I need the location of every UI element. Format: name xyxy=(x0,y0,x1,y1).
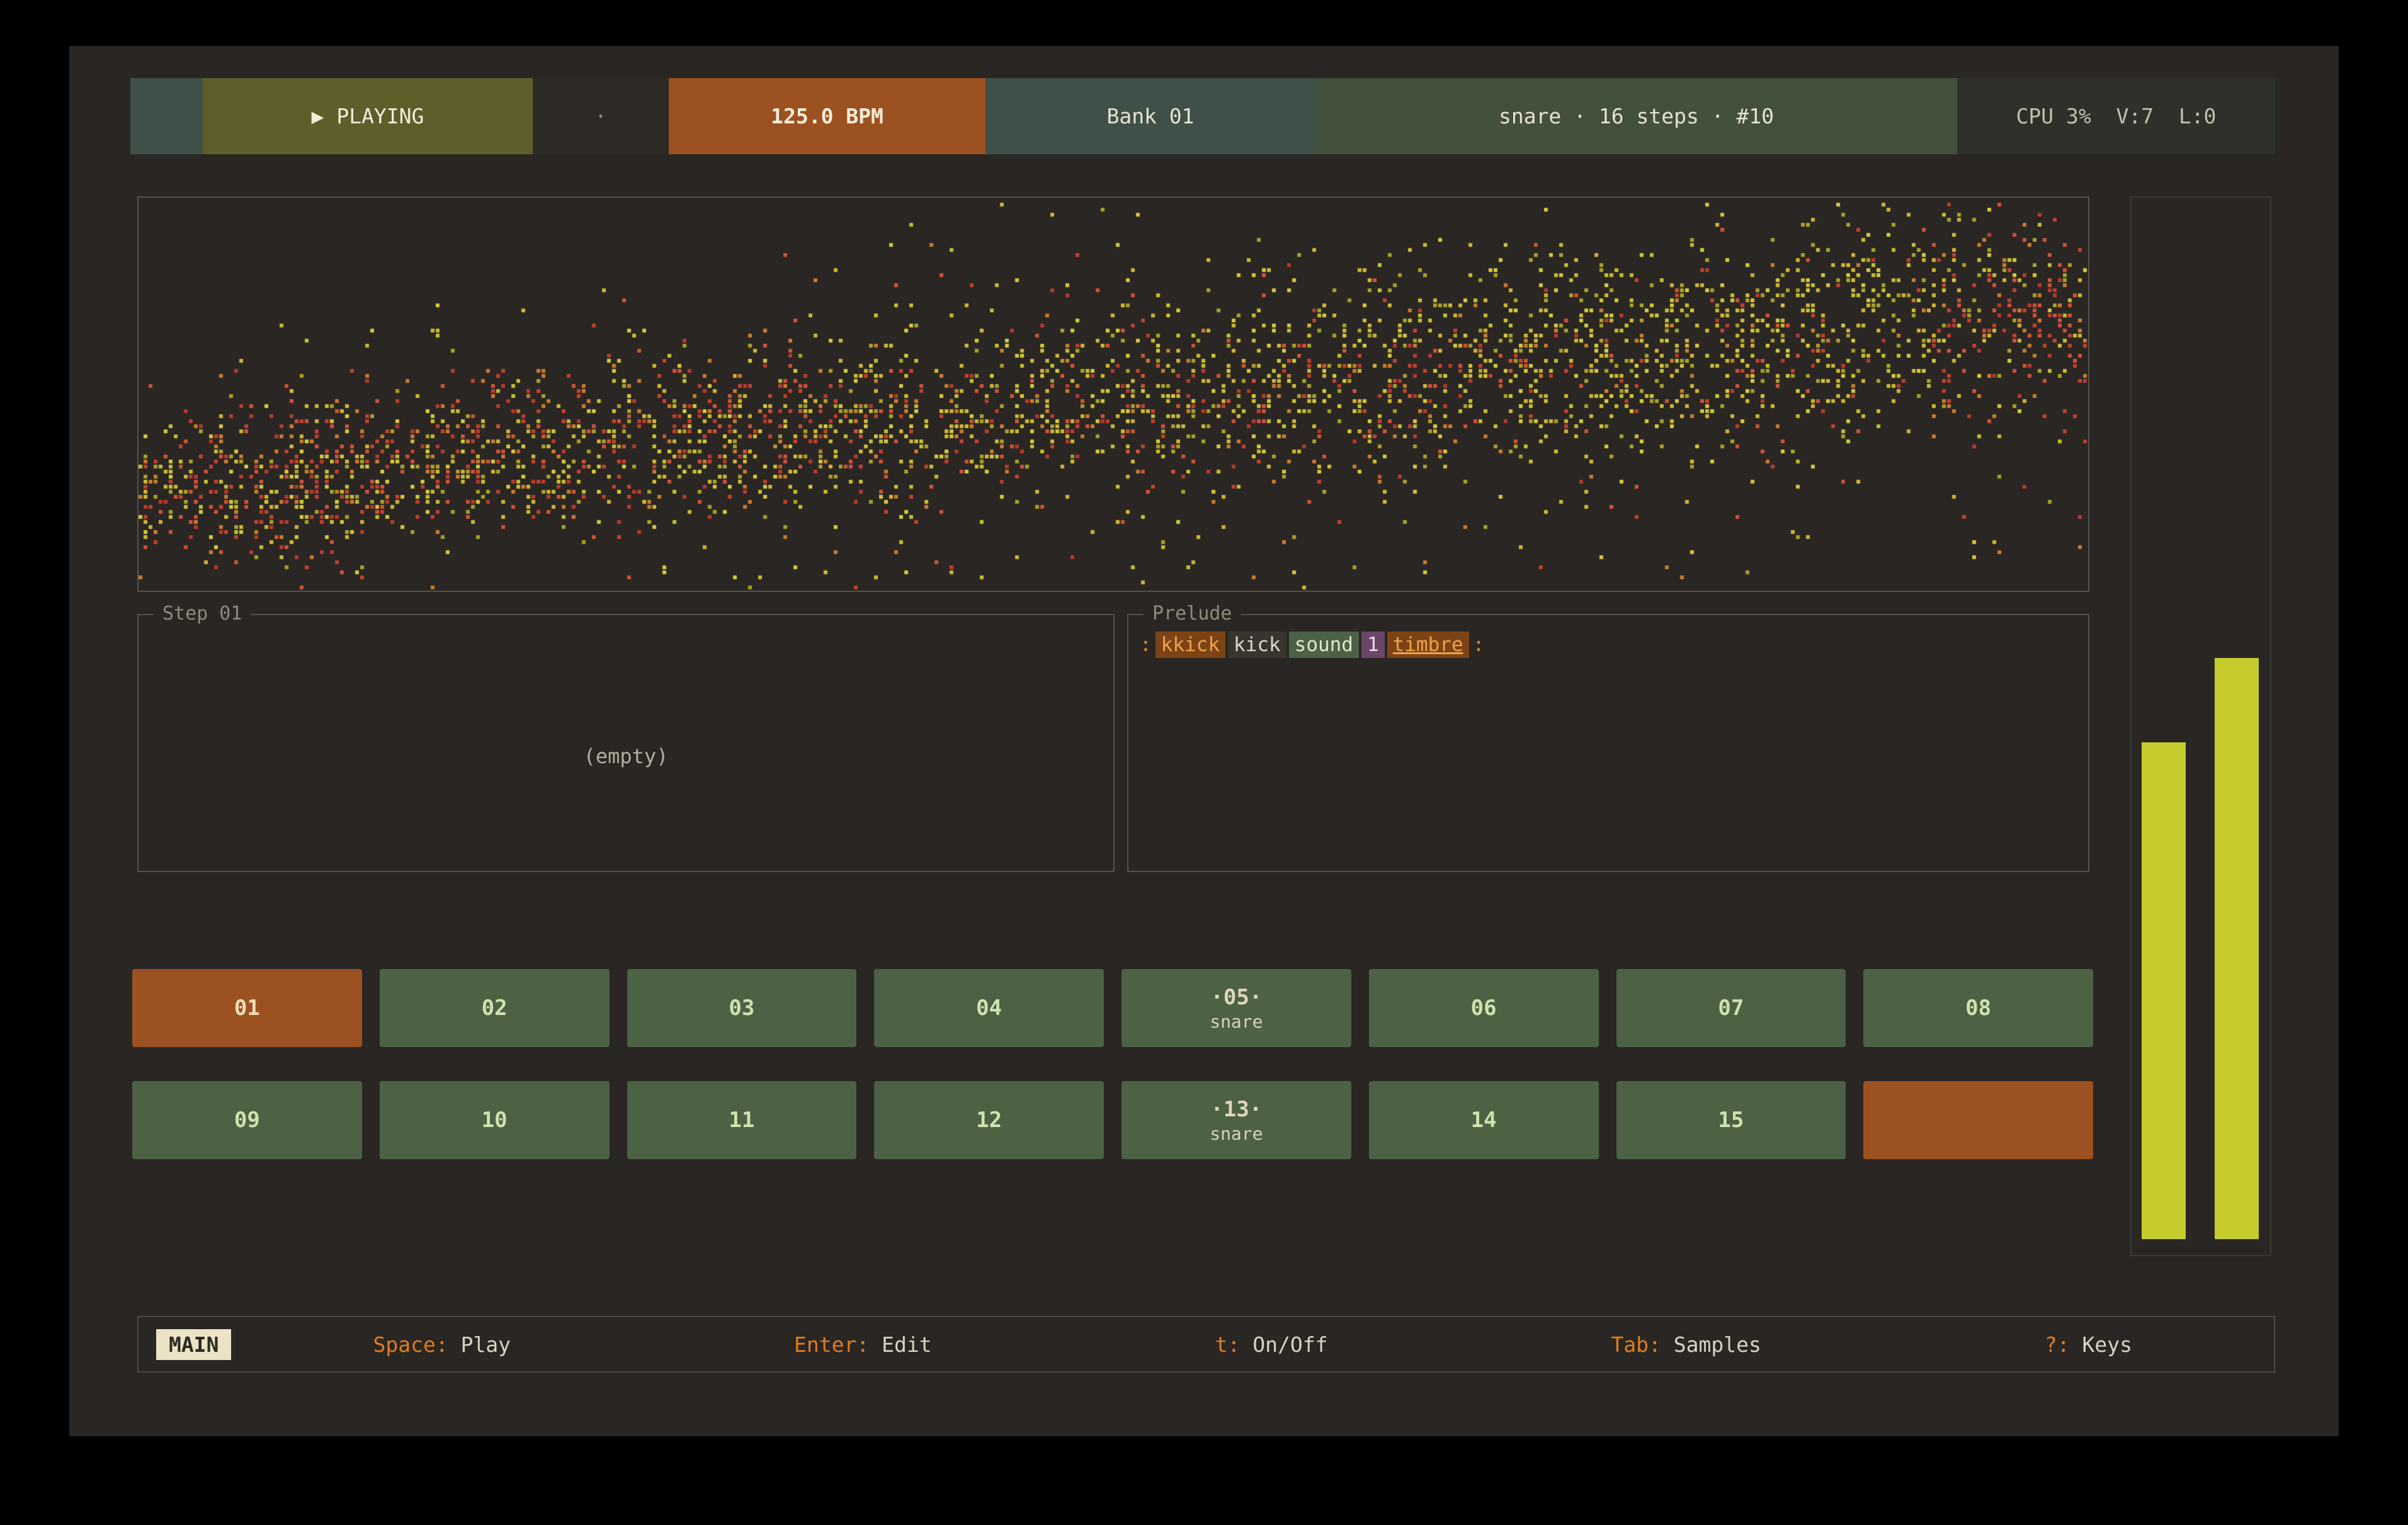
step-label: 07 xyxy=(1718,995,1744,1021)
step-button-04[interactable]: 04 xyxy=(874,969,1104,1047)
step-panel-title: Step 01 xyxy=(154,603,251,625)
system-stats: CPU 3% V:7 L:0 xyxy=(1957,78,2275,154)
step-label: ·13· xyxy=(1210,1097,1262,1122)
step-button-03[interactable]: 03 xyxy=(627,969,857,1047)
prelude-token: 1 xyxy=(1361,632,1385,658)
bpm-display[interactable]: 125.0 BPM xyxy=(669,78,985,154)
step-button-15[interactable]: 15 xyxy=(1616,1081,1846,1159)
prelude-token: kkick xyxy=(1156,632,1225,658)
pattern-info[interactable]: snare · 16 steps · #10 xyxy=(1315,78,1957,154)
step-button-08[interactable]: 08 xyxy=(1863,969,2093,1047)
waveform-panel xyxy=(137,196,2089,592)
mode-badge: MAIN xyxy=(156,1329,231,1360)
shortcut-hints: Space: Play Enter: Edit t: On/Off Tab: Samp… xyxy=(231,1332,2274,1357)
topbar-separator: · xyxy=(533,78,669,154)
step-label: 10 xyxy=(482,1108,508,1133)
step-label: 12 xyxy=(976,1108,1002,1133)
step-sample-name: snare xyxy=(1210,1011,1263,1032)
prelude-code-line[interactable]: :kkickkicksound1timbre: xyxy=(1139,632,1488,658)
step-sample-name: snare xyxy=(1210,1123,1263,1144)
prelude-token: : xyxy=(1139,632,1153,658)
step-label: 14 xyxy=(1471,1108,1497,1133)
transport-status[interactable]: ▶ PLAYING xyxy=(203,78,533,154)
step-button-06[interactable]: 06 xyxy=(1369,969,1599,1047)
step-label: 09 xyxy=(234,1108,260,1133)
step-button-09[interactable]: 09 xyxy=(132,1081,362,1159)
shortcut-hint: Enter: Edit xyxy=(794,1332,932,1357)
step-button-13[interactable]: ·13·snare xyxy=(1122,1081,1351,1159)
bank-display[interactable]: Bank 01 xyxy=(985,78,1315,154)
topbar-spacer xyxy=(130,78,203,154)
top-status-bar: ▶ PLAYING · 125.0 BPM Bank 01 snare · 16… xyxy=(130,78,2275,154)
step-button-07[interactable]: 07 xyxy=(1616,969,1846,1047)
prelude-token: kick xyxy=(1228,632,1286,658)
step-button-12[interactable]: 12 xyxy=(874,1081,1104,1159)
shortcut-hint: Space: Play xyxy=(373,1332,511,1357)
step-button-02[interactable]: 02 xyxy=(380,969,610,1047)
prelude-token: timbre xyxy=(1387,632,1469,658)
prelude-token: : xyxy=(1472,632,1486,658)
step-grid: 01020304·05·snare06070809101112·13·snare… xyxy=(132,969,2093,1159)
footer-bar: MAIN Space: Play Enter: Edit t: On/Off Tab:… xyxy=(137,1316,2275,1373)
app-window: ▶ PLAYING · 125.0 BPM Bank 01 snare · 16… xyxy=(69,46,2339,1436)
prelude-token: sound xyxy=(1289,632,1359,658)
step-label: 15 xyxy=(1718,1108,1744,1133)
step-button-10[interactable]: 10 xyxy=(380,1081,610,1159)
scatter-visualization xyxy=(139,198,2088,591)
step-button-16[interactable] xyxy=(1863,1081,2093,1159)
step-label: 06 xyxy=(1471,995,1497,1021)
shortcut-hint: ?: Keys xyxy=(2045,1332,2132,1357)
step-button-01[interactable]: 01 xyxy=(132,969,362,1047)
prelude-panel: Prelude :kkickkicksound1timbre: xyxy=(1127,614,2089,872)
step-label: 04 xyxy=(976,995,1002,1021)
step-button-05[interactable]: ·05·snare xyxy=(1122,969,1351,1047)
step-detail-panel: Step 01 (empty) xyxy=(137,614,1115,872)
prelude-panel-title: Prelude xyxy=(1144,603,1241,625)
step-label: 11 xyxy=(729,1108,754,1133)
step-label: 01 xyxy=(234,995,260,1021)
level-meter-left xyxy=(2142,742,2186,1239)
step-button-11[interactable]: 11 xyxy=(627,1081,857,1159)
level-meter-panel xyxy=(2130,196,2271,1256)
step-label: 08 xyxy=(1965,995,1991,1021)
step-label: 03 xyxy=(729,995,754,1021)
step-label: 02 xyxy=(482,995,508,1021)
step-label: ·05· xyxy=(1210,985,1262,1010)
shortcut-hint: t: On/Off xyxy=(1215,1332,1328,1357)
step-button-14[interactable]: 14 xyxy=(1369,1081,1599,1159)
shortcut-hint: Tab: Samples xyxy=(1611,1332,1761,1357)
level-meter-right xyxy=(2215,658,2259,1239)
step-empty-label: (empty) xyxy=(139,744,1113,768)
